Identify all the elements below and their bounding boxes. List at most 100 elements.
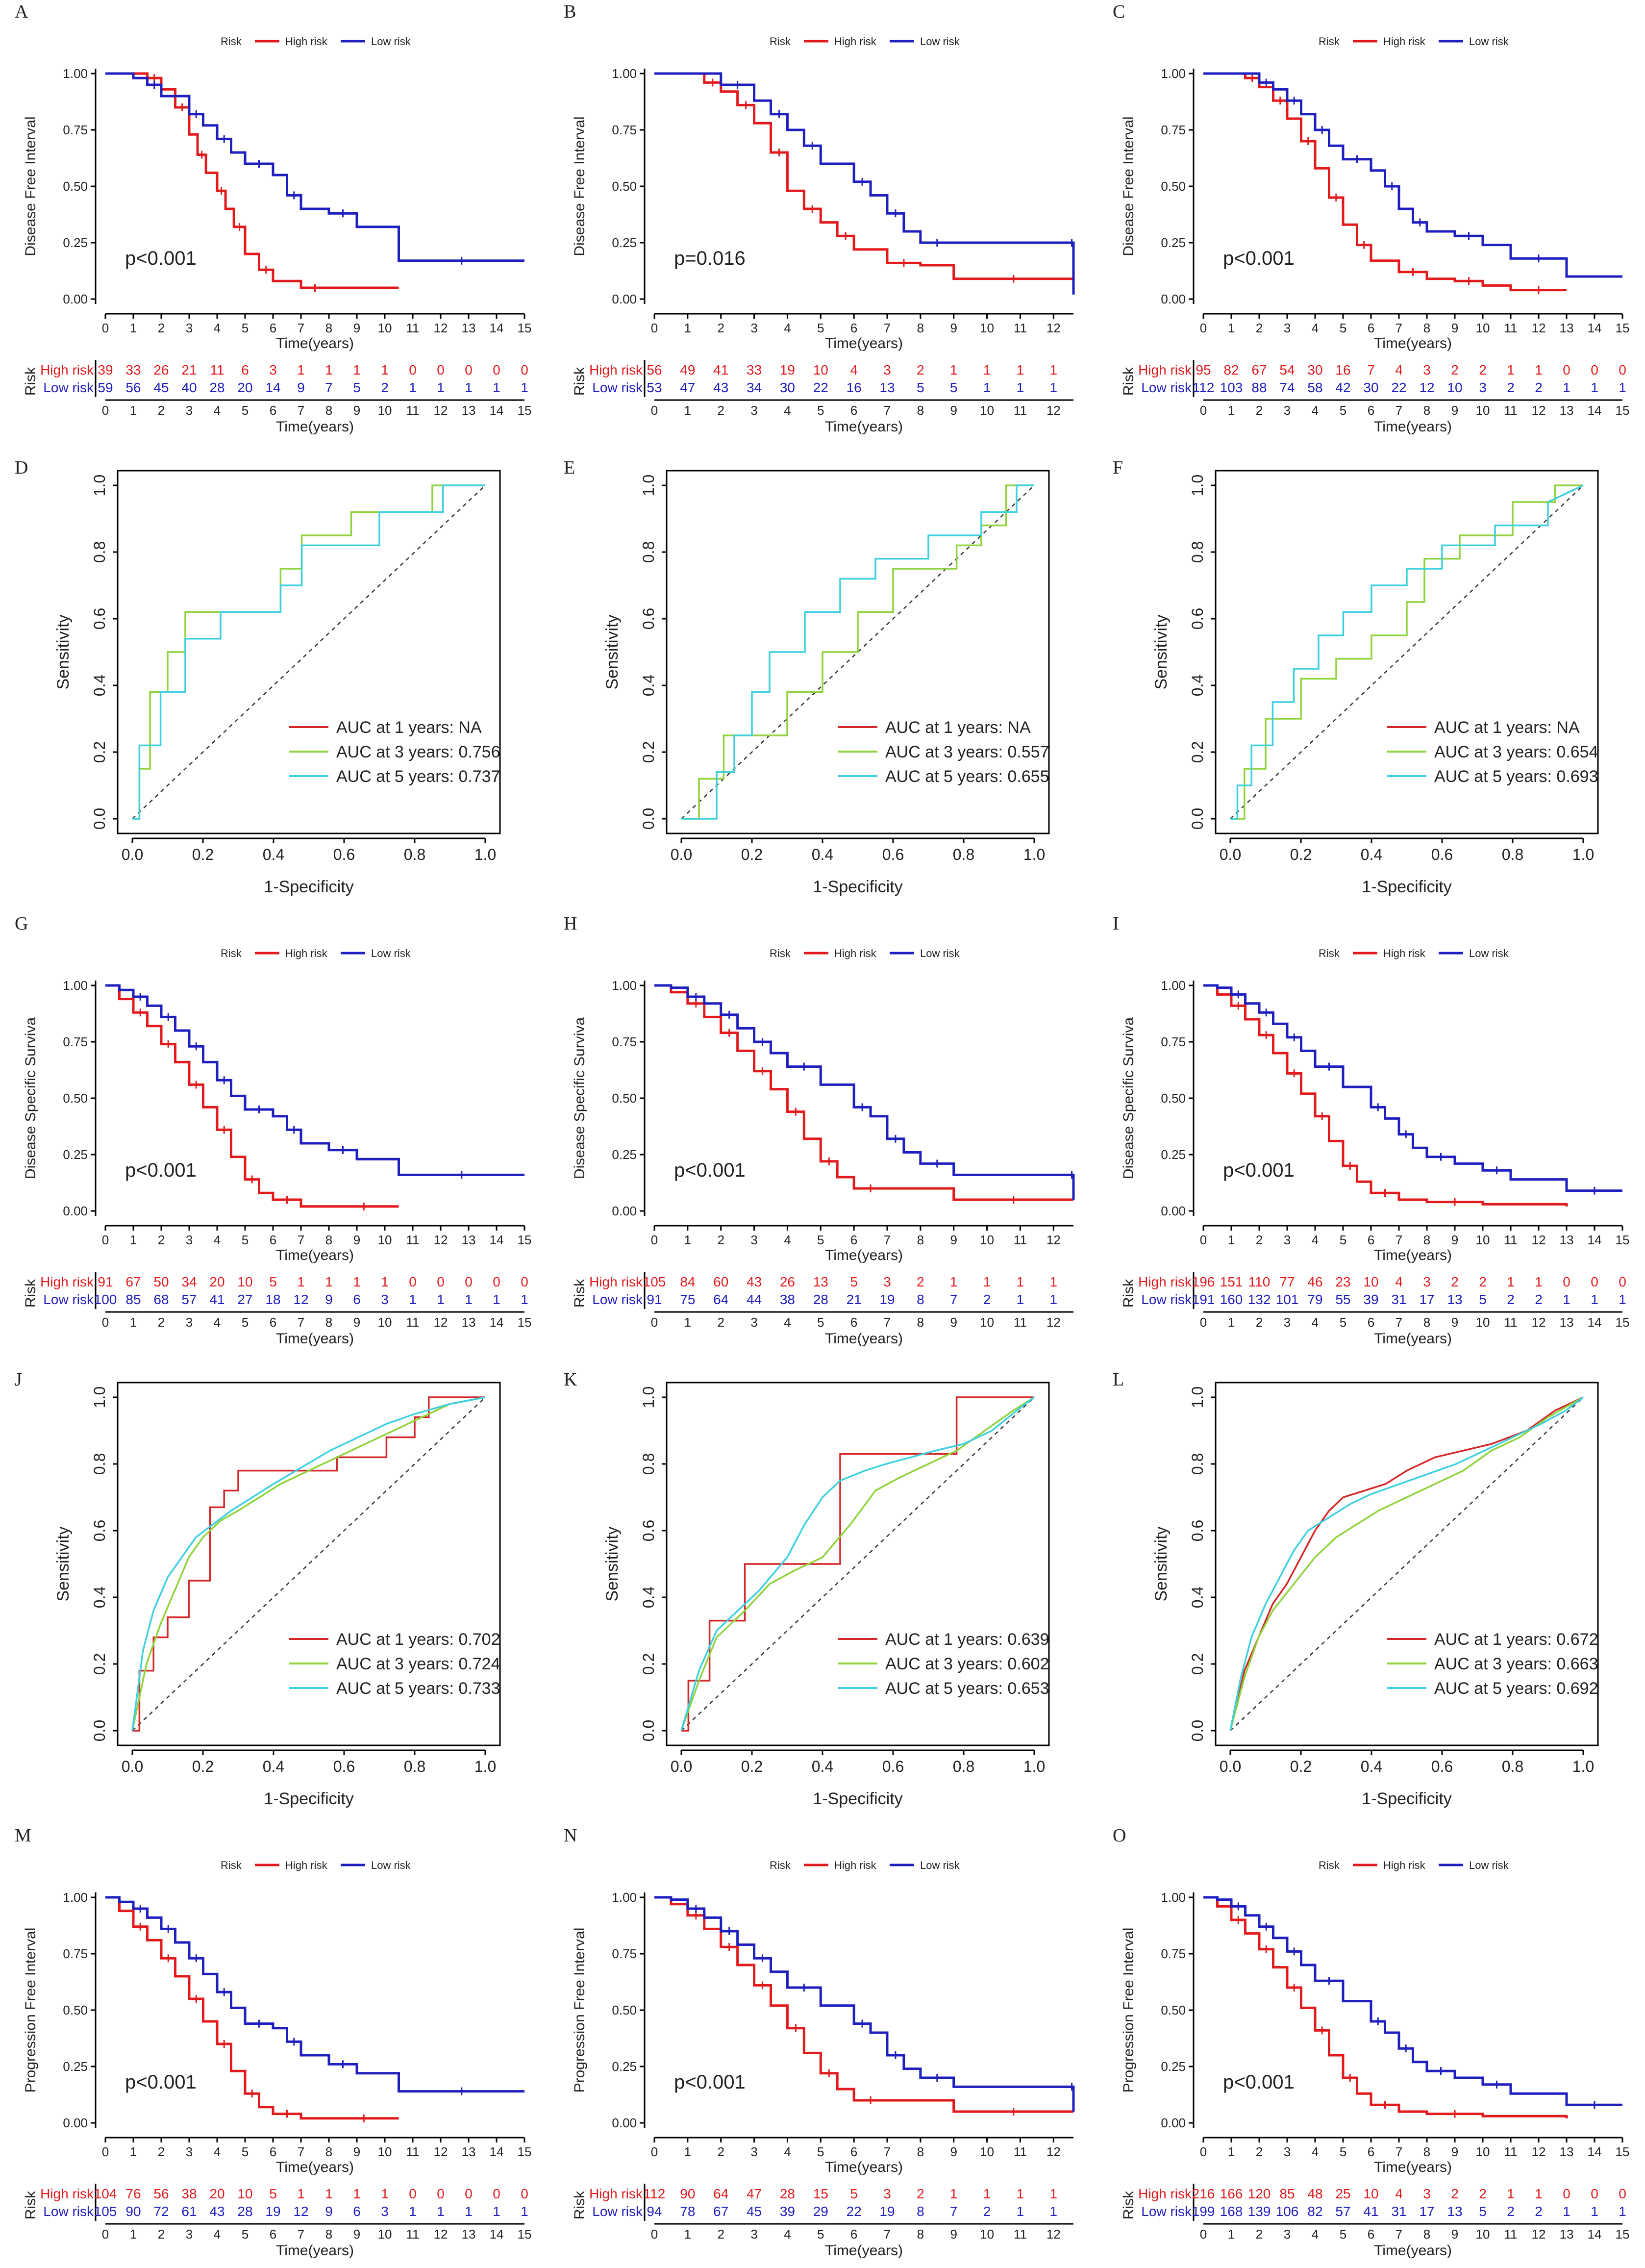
x-tick-label: 0 <box>651 1233 658 1247</box>
risk-count-low: 94 <box>647 2204 662 2219</box>
risk-count-high: 1 <box>381 2186 389 2201</box>
risk-count-low: 22 <box>847 2204 862 2219</box>
risk-count-high: 91 <box>98 1274 113 1289</box>
risk-count-high: 1 <box>1535 1274 1543 1289</box>
risk-x-tick-label: 10 <box>378 1315 392 1330</box>
risk-count-high: 10 <box>237 2186 252 2201</box>
high-risk-curve <box>105 1896 399 2120</box>
x-tick-label: 0 <box>1200 2144 1207 2159</box>
risk-count-low: 27 <box>237 1292 252 1307</box>
y-axis-label: Sensitivity <box>54 614 73 689</box>
risk-count-low: 38 <box>780 1292 795 1307</box>
risk-count-high: 21 <box>181 362 197 378</box>
legend-high-label: High risk <box>285 1859 328 1871</box>
legend-high-label: High risk <box>834 947 877 959</box>
risk-x-tick-label: 3 <box>750 2227 757 2242</box>
risk-count-high: 90 <box>680 2186 695 2201</box>
high-risk-curve <box>1203 72 1567 292</box>
risk-x-tick-label: 5 <box>242 2227 249 2242</box>
risk-count-low: 1 <box>1619 380 1626 395</box>
x-tick-label: 1 <box>1228 321 1235 335</box>
y-axis-label: Sensitivity <box>603 614 622 689</box>
risk-count-low: 1 <box>493 1292 500 1307</box>
risk-count-low: 2 <box>1535 1292 1543 1307</box>
x-tick-label: 7 <box>884 321 891 335</box>
x-tick-label: 10 <box>980 321 994 335</box>
risk-count-high: 7 <box>1367 362 1375 378</box>
y-tick-label: 1.0 <box>91 1386 108 1408</box>
risk-count-high: 0 <box>1619 1274 1626 1289</box>
panel-F: F 0.0 0.2 0.4 0.6 0.8 1.0 0.0 0.2 0.4 0.6 0.8 1.0 1-S… <box>1113 457 1599 896</box>
y-axis-label: Sensitivity <box>54 1526 73 1601</box>
x-tick-label: 14 <box>1588 1233 1602 1247</box>
high-risk-curve <box>1203 1896 1568 2118</box>
legend-title: Risk <box>1319 35 1340 48</box>
risk-count-low: 28 <box>813 1292 828 1307</box>
x-tick-label: 1.0 <box>474 846 496 863</box>
risk-count-high: 1 <box>1049 2186 1057 2201</box>
risk-legend: Risk High risk Low risk <box>221 947 411 959</box>
risk-count-low: 82 <box>1307 2204 1322 2219</box>
legend-low-label: Low risk <box>371 1859 411 1871</box>
risk-count-high: 34 <box>181 1274 197 1289</box>
risk-x-tick-label: 9 <box>950 1315 957 1330</box>
risk-count-high: 110 <box>1248 1274 1271 1289</box>
risk-count-low: 1 <box>521 1292 528 1307</box>
y-tick-label: 0.2 <box>640 1653 657 1675</box>
risk-row-label-high: High risk <box>1138 1274 1192 1289</box>
risk-count-high: 95 <box>1196 362 1211 378</box>
risk-x-tick-label: 2 <box>158 403 165 418</box>
risk-count-high: 54 <box>1279 362 1295 378</box>
risk-count-low: 72 <box>153 2204 169 2219</box>
risk-count-low: 1 <box>1619 1292 1626 1307</box>
risk-count-low: 1 <box>437 1292 445 1307</box>
y-tick-label: 0.8 <box>91 541 108 563</box>
y-tick-label: 0.6 <box>640 1520 657 1541</box>
y-tick-label: 0.2 <box>640 741 657 763</box>
reference-diagonal <box>1230 1397 1584 1731</box>
risk-table-title: Risk <box>1121 2191 1137 2219</box>
risk-count-high: 0 <box>1563 2186 1570 2201</box>
panel-letter: K <box>564 1369 577 1390</box>
x-tick-label: 3 <box>750 321 757 335</box>
p-value: p<0.001 <box>1223 1159 1295 1181</box>
auc-legend-label: AUC at 5 years: 0.655 <box>885 767 1049 786</box>
y-axis-label: Disease Specific Surviva <box>572 1017 588 1179</box>
p-value: p<0.001 <box>674 2071 746 2093</box>
x-tick-label: 11 <box>1014 1233 1027 1247</box>
y-tick-label: 0.0 <box>1189 1720 1206 1741</box>
risk-x-tick-label: 15 <box>1616 403 1630 418</box>
risk-x-tick-label: 2 <box>1256 2227 1263 2242</box>
risk-count-high: 1 <box>381 1274 389 1289</box>
auc-legend-label: AUC at 1 years: NA <box>885 718 1031 737</box>
reference-diagonal <box>132 485 486 819</box>
roc-curve-3yr <box>131 1396 486 1731</box>
y-tick-label: 0.75 <box>612 123 637 137</box>
risk-count-high: 1 <box>325 2186 333 2201</box>
auc-legend-label: AUC at 5 years: 0.693 <box>1434 767 1598 786</box>
legend-low-label: Low risk <box>1469 947 1509 959</box>
risk-count-high: 3 <box>883 1274 891 1289</box>
risk-count-low: 88 <box>1251 380 1267 395</box>
risk-count-low: 67 <box>713 2204 728 2219</box>
risk-count-low: 5 <box>353 380 361 395</box>
p-value: p<0.001 <box>674 1159 746 1181</box>
risk-count-high: 15 <box>813 2186 828 2201</box>
risk-count-high: 46 <box>1307 1274 1322 1289</box>
risk-x-tick-label: 2 <box>717 1315 724 1330</box>
risk-x-tick-label: 6 <box>270 2227 276 2242</box>
x-tick-label: 9 <box>353 321 360 335</box>
high-risk-curve <box>654 984 1073 1201</box>
low-risk-curve <box>1203 984 1622 1192</box>
y-tick-label: 1.00 <box>612 978 637 993</box>
x-tick-label: 7 <box>298 321 304 335</box>
p-value: p<0.001 <box>125 1159 197 1181</box>
y-tick-label: 0.50 <box>1161 1091 1186 1106</box>
y-tick-label: 0.50 <box>1161 2003 1186 2017</box>
risk-count-high: 3 <box>883 2186 891 2201</box>
x-tick-label: 0.6 <box>1431 846 1453 863</box>
high-risk-curve <box>654 72 1073 280</box>
x-tick-label: 12 <box>1047 1233 1061 1247</box>
risk-x-tick-label: 3 <box>186 403 193 418</box>
